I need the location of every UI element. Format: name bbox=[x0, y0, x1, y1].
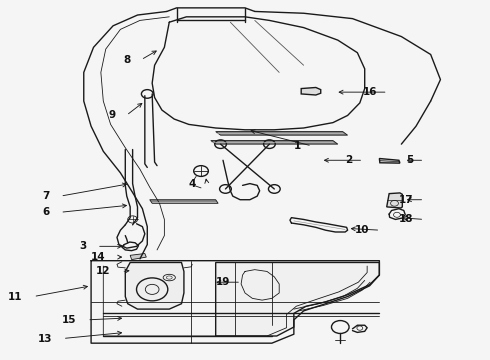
Text: 4: 4 bbox=[189, 179, 196, 189]
Text: 8: 8 bbox=[123, 55, 130, 65]
Text: 15: 15 bbox=[62, 315, 76, 325]
Text: 16: 16 bbox=[363, 87, 377, 97]
Polygon shape bbox=[216, 262, 379, 336]
Polygon shape bbox=[379, 158, 400, 163]
Polygon shape bbox=[216, 132, 347, 135]
Text: 7: 7 bbox=[42, 191, 49, 201]
Polygon shape bbox=[125, 262, 184, 309]
Text: 2: 2 bbox=[345, 155, 352, 165]
Polygon shape bbox=[150, 200, 218, 203]
Polygon shape bbox=[211, 140, 338, 144]
Polygon shape bbox=[301, 87, 321, 95]
Polygon shape bbox=[130, 253, 147, 260]
Text: 14: 14 bbox=[91, 252, 106, 262]
Text: 12: 12 bbox=[96, 266, 111, 276]
Text: 19: 19 bbox=[216, 277, 230, 287]
Text: 13: 13 bbox=[38, 333, 52, 343]
Text: 3: 3 bbox=[79, 241, 86, 251]
Text: 11: 11 bbox=[8, 292, 23, 302]
Text: 1: 1 bbox=[294, 141, 301, 151]
Text: 18: 18 bbox=[399, 215, 414, 224]
Text: 9: 9 bbox=[108, 111, 116, 121]
Text: 5: 5 bbox=[406, 155, 414, 165]
Polygon shape bbox=[387, 193, 402, 208]
Text: 17: 17 bbox=[399, 195, 414, 205]
Text: 10: 10 bbox=[355, 225, 369, 235]
Text: 6: 6 bbox=[42, 207, 49, 217]
